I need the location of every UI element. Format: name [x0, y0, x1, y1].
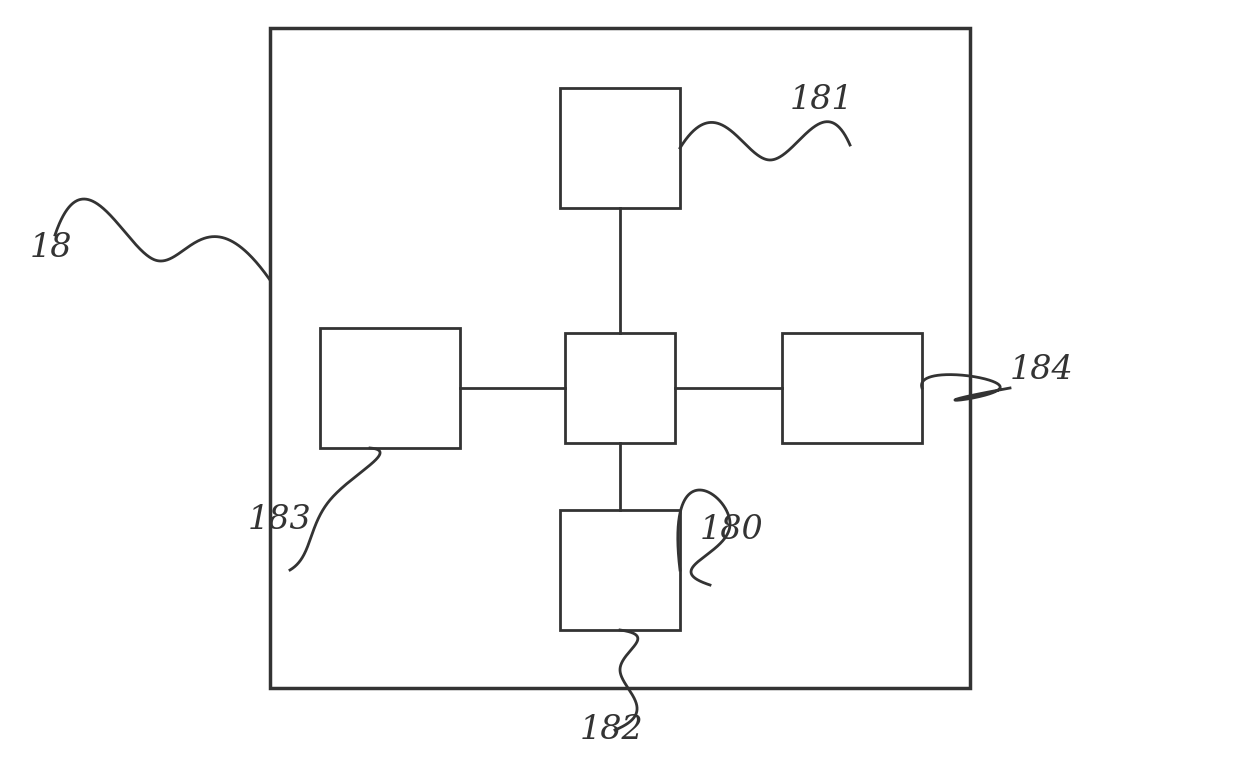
Bar — [270, 28, 970, 688]
Bar — [560, 88, 680, 208]
Bar — [560, 510, 680, 630]
Bar — [565, 333, 675, 443]
Text: 181: 181 — [790, 84, 854, 116]
Text: 184: 184 — [1011, 354, 1074, 386]
Text: 183: 183 — [248, 504, 311, 536]
Bar — [320, 328, 460, 448]
Text: 182: 182 — [580, 714, 644, 746]
Text: 180: 180 — [701, 514, 764, 546]
Bar — [782, 333, 923, 443]
Text: 18: 18 — [30, 232, 72, 264]
